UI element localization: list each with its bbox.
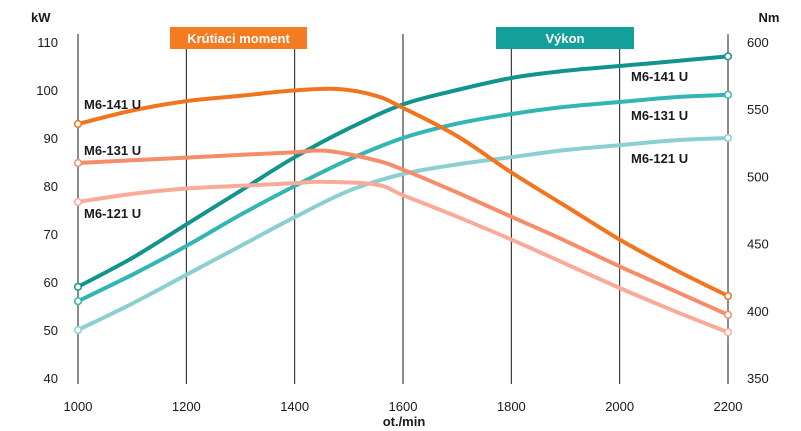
axes: 1000 1200 1400 1600 1800 2000 2200 ot./min 40 50 6… — [31, 10, 779, 429]
right-axis-unit: Nm — [759, 10, 780, 25]
left-axis-unit: kW — [31, 10, 51, 25]
left-tick-label: 40 — [44, 371, 58, 386]
x-tick-label: 1600 — [389, 399, 418, 414]
left-tick-label: 50 — [44, 323, 58, 338]
power-series-label: M6-131 U — [631, 108, 688, 123]
torque-series-label: M6-141 U — [84, 97, 141, 112]
left-tick-label: 90 — [44, 131, 58, 146]
vertical-gridlines — [77, 34, 729, 384]
x-axis-title: ot./min — [383, 414, 426, 429]
power-series-label: M6-141 U — [631, 69, 688, 84]
marker-torque-m6-121-u-end — [723, 328, 733, 337]
marker-power-m6-131-u-start — [73, 297, 83, 306]
x-tick-label: 2200 — [714, 399, 743, 414]
x-tick-label: 1400 — [280, 399, 309, 414]
marker-power-m6-131-u-end — [723, 90, 733, 99]
marker-torque-m6-141-u-end — [723, 291, 733, 301]
left-tick-label: 110 — [37, 35, 58, 50]
right-tick-label: 550 — [747, 102, 769, 117]
line-power-m6-121-u — [76, 136, 730, 332]
marker-power-m6-121-u-end — [723, 133, 733, 143]
x-tick-label: 1200 — [172, 399, 201, 414]
line-power-m6-141-u — [76, 54, 730, 289]
power-series-label: M6-121 U — [631, 151, 688, 166]
line-torque-m6-121-u — [76, 179, 730, 335]
x-tick-label: 2000 — [605, 399, 634, 414]
marker-torque-m6-131-u-end — [723, 310, 733, 319]
line-power-m6-131-u — [76, 92, 730, 304]
right-tick-label: 400 — [747, 304, 769, 319]
series-endpoints — [73, 52, 733, 337]
left-tick-label: 80 — [44, 179, 58, 194]
marker-torque-m6-121-u-start — [73, 197, 83, 206]
left-tick-label: 100 — [36, 83, 58, 98]
left-tick-label: 70 — [44, 227, 58, 242]
right-tick-label: 500 — [747, 169, 769, 184]
line-torque-m6-141-u — [76, 86, 730, 298]
left-tick-label: 60 — [44, 275, 58, 290]
marker-power-m6-121-u-start — [73, 325, 83, 335]
marker-torque-m6-141-u-start — [73, 119, 83, 129]
torque-banner-label: Krútiaci moment — [187, 31, 290, 46]
marker-torque-m6-131-u-start — [73, 158, 83, 168]
line-torque-m6-131-u — [76, 148, 730, 317]
series-labels: M6-141 U M6-131 U M6-121 U M6-141 U M6-131 U… — [84, 69, 688, 221]
series-lines — [76, 54, 730, 335]
legend-banners: Krútiaci moment Výkon — [170, 27, 634, 49]
torque-series-label: M6-131 U — [84, 143, 141, 158]
torque-banner — [170, 27, 307, 49]
x-tick-label: 1000 — [64, 399, 93, 414]
power-banner — [496, 27, 634, 49]
right-tick-label: 600 — [747, 35, 769, 50]
right-tick-label: 350 — [747, 371, 769, 386]
right-tick-label: 450 — [747, 237, 769, 252]
marker-power-m6-141-u-end — [723, 52, 733, 61]
torque-series-label: M6-121 U — [84, 206, 141, 221]
marker-power-m6-141-u-start — [73, 282, 83, 291]
x-tick-label: 1800 — [497, 399, 526, 414]
power-banner-label: Výkon — [545, 31, 584, 46]
